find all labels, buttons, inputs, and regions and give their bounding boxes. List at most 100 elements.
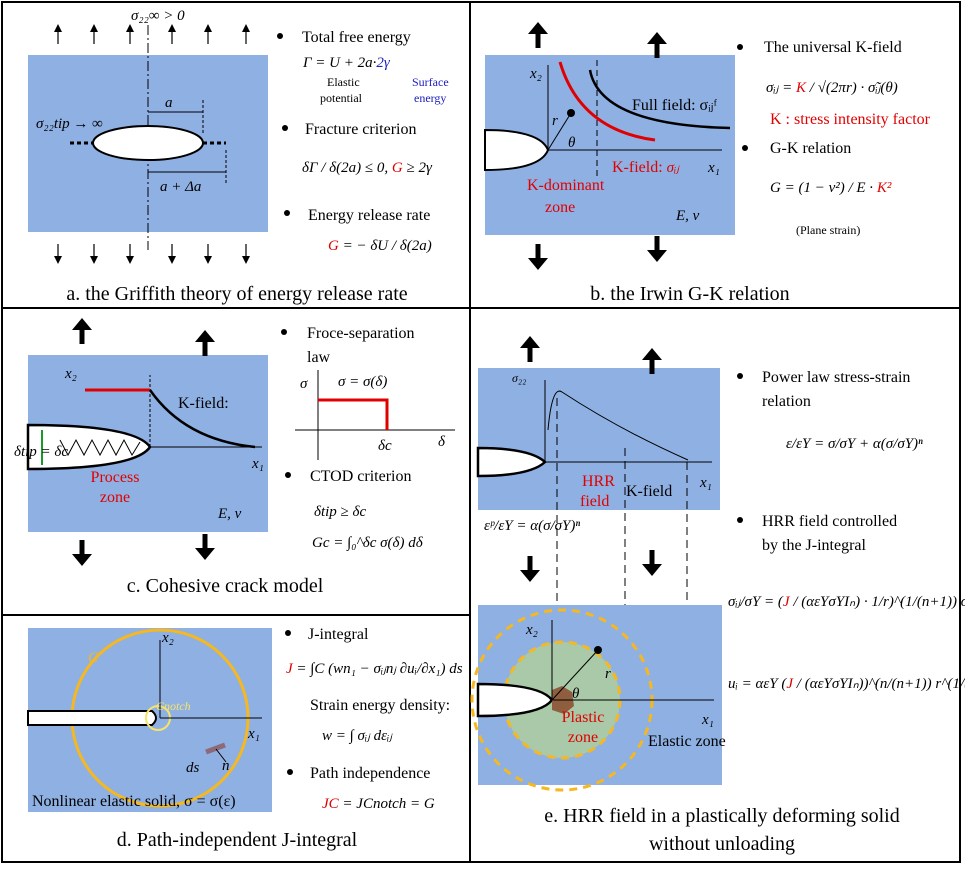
- label: K-field: σᵢⱼ: [612, 159, 680, 176]
- panel-c: x₂ x₁ K-field: δtip = δc Process zone E,…: [14, 325, 455, 597]
- arrow-head: [528, 258, 548, 270]
- arrow-head: [642, 564, 662, 576]
- material: E, ν: [675, 208, 700, 224]
- axis-label: δ: [438, 434, 446, 450]
- full-field-curve: [588, 69, 731, 130]
- axis-label: x₁: [251, 456, 264, 472]
- note: potential: [320, 91, 363, 105]
- bullet-text: G-K relation: [770, 140, 851, 157]
- label: Process: [91, 469, 140, 486]
- equation: G = (1 − ν²) / E · K²: [770, 180, 892, 196]
- label: zone: [100, 489, 130, 506]
- bullet: [737, 517, 743, 523]
- bullet: [277, 33, 283, 39]
- bullet-text: CTOD criterion: [310, 468, 411, 485]
- label: n⃗: [222, 758, 241, 774]
- bullet-text: HRR field controlled: [762, 513, 897, 530]
- equation: δΓ / δ(2a) ≤ 0, G ≥ 2γ: [302, 160, 433, 176]
- arrow-head: [54, 24, 62, 32]
- arrow-head: [520, 570, 540, 582]
- bullet-text: by the J-integral: [762, 537, 867, 554]
- crack: [484, 128, 550, 172]
- arrow-head: [54, 256, 62, 264]
- label: K-field: [626, 483, 672, 500]
- equation: JC = JCnotch = G: [322, 796, 435, 812]
- point: [567, 109, 575, 117]
- load-label: σ₂₂∞ > 0: [131, 8, 185, 24]
- label: θ: [572, 686, 580, 702]
- stress-curve: [547, 390, 689, 461]
- arrow-head: [72, 554, 92, 566]
- crack: [26, 423, 152, 471]
- panel-a: σ₂₂∞ > 0 σ₂₂tip → ∞ a a + Δa Total free …: [28, 8, 449, 305]
- panel-b: x₂ x₁ r θ Full field: σᵢⱼᶠ K-field: σᵢⱼ …: [484, 39, 931, 305]
- law-curve: [318, 398, 389, 430]
- k-field-curve: [148, 389, 256, 449]
- bullet: [285, 630, 291, 636]
- bullet: [284, 210, 290, 216]
- arrow-head: [72, 318, 92, 330]
- note: Elastic: [327, 75, 360, 89]
- caption: without unloading: [649, 833, 795, 855]
- panel-e: σ₂₂ HRR field K-field x₁ εᵖ/εY = α(σ/σY)…: [470, 368, 965, 855]
- bullet-text: Power law stress-strain: [762, 369, 910, 386]
- axis-label: x₁: [701, 712, 714, 728]
- bullet-text: Fracture criterion: [305, 121, 417, 138]
- panel-d: x₂ x₁ C Cnotch ds n⃗ Nonlinear elastic s…: [27, 626, 463, 851]
- label: field: [580, 493, 609, 510]
- bullet-text: The universal K-field: [764, 39, 902, 56]
- label: Strain energy density:: [310, 697, 450, 714]
- note: energy: [414, 91, 446, 105]
- arrow-head: [168, 256, 176, 264]
- note: (Plane strain): [796, 223, 860, 237]
- bullet-text: Froce-separation: [307, 325, 415, 342]
- arrow-head: [204, 24, 212, 32]
- equation: εᵖ/εY = α(σ/σY)ⁿ: [484, 518, 580, 534]
- solid: [478, 368, 720, 510]
- arrow-head: [528, 22, 548, 34]
- arrow-head: [642, 348, 662, 360]
- axis-label: σ: [300, 376, 308, 392]
- axis-label: x₂: [529, 66, 542, 82]
- arrow-head: [126, 24, 134, 32]
- axis-label: x₂: [161, 630, 174, 646]
- cohesive-zone: [59, 438, 141, 457]
- bullet: [287, 769, 293, 775]
- segment: [205, 742, 226, 755]
- load-arrows: [54, 22, 667, 582]
- label: Cnotch: [156, 699, 191, 713]
- length-label: a: [165, 95, 173, 111]
- bullet-text: Energy release rate: [308, 207, 430, 224]
- equation: σᵢⱼ = K / √(2πr) · σ̃ᵢⱼ(θ): [766, 80, 898, 96]
- caption: e. HRR field in a plastically deforming …: [544, 805, 900, 827]
- bullet: [737, 373, 743, 379]
- label: δtip = δc: [14, 444, 68, 460]
- label: Full field: σᵢⱼᶠ: [632, 97, 718, 114]
- note: K : stress intensity factor: [770, 111, 931, 128]
- label: ds: [186, 760, 200, 776]
- arrow-head: [242, 24, 250, 32]
- note: Surface: [412, 75, 449, 89]
- axis-label: x₂: [64, 366, 77, 382]
- equation: Γ = U + 2a·2γ: [302, 55, 391, 71]
- label: r: [605, 666, 611, 682]
- bullet-text: Path independence: [310, 765, 430, 782]
- caption: a. the Griffith theory of energy release…: [66, 283, 407, 305]
- crack: [476, 682, 554, 718]
- arrow-head: [647, 250, 667, 262]
- label: r: [552, 113, 558, 129]
- equation: J = ∫C (wn₁ − σᵢⱼnⱼ ∂uᵢ/∂x₁) ds: [286, 661, 463, 677]
- radius: [551, 649, 599, 701]
- label: Elastic zone: [648, 733, 726, 750]
- arrow-head: [168, 24, 176, 32]
- bullet: [281, 329, 287, 335]
- k-field-curve: [558, 61, 656, 142]
- tip-label: σ₂₂tip → ∞: [36, 116, 103, 132]
- label: θ: [568, 135, 576, 151]
- arrow-head: [520, 336, 540, 348]
- axis-label: x₁: [699, 475, 712, 491]
- radius: [547, 112, 572, 151]
- label: K-dominant: [527, 177, 605, 194]
- axis-label: x₁: [247, 726, 260, 742]
- bullet-text: law: [307, 349, 331, 366]
